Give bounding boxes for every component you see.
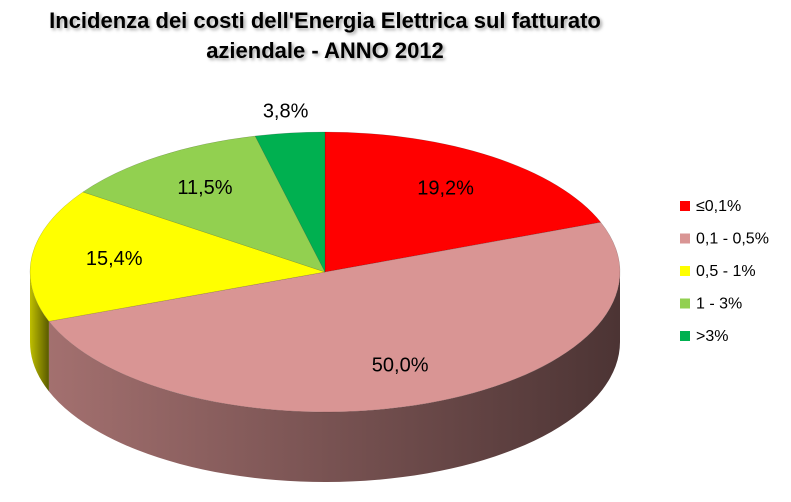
- legend-label: 1 - 3%: [696, 296, 742, 313]
- data-label: 15,4%: [86, 248, 143, 270]
- data-label: 11,5%: [177, 177, 232, 199]
- legend-swatch: [680, 331, 690, 341]
- legend-label: 0,5 - 1%: [696, 263, 756, 280]
- data-label: 19,2%: [417, 177, 474, 199]
- legend-label: >3%: [696, 328, 728, 345]
- slice: [29, 191, 326, 322]
- legend-swatch: [680, 298, 690, 309]
- slice-side: [48, 272, 620, 482]
- slice: [82, 135, 326, 273]
- slice: [254, 131, 326, 273]
- legend-swatch: [680, 201, 690, 211]
- legend-label: ≤0,1%: [696, 198, 741, 215]
- data-label: 3,8%: [263, 101, 309, 123]
- slice: [324, 131, 602, 273]
- slice: [48, 221, 621, 413]
- legend-swatch: [680, 233, 690, 244]
- chart-title: Incidenza dei costi dell'Energia Elettri…: [49, 8, 601, 63]
- legend-label: 0,1 - 0,5%: [696, 231, 769, 248]
- slice-side: [30, 272, 49, 392]
- data-label: 50,0%: [372, 355, 429, 377]
- legend-swatch: [680, 266, 690, 276]
